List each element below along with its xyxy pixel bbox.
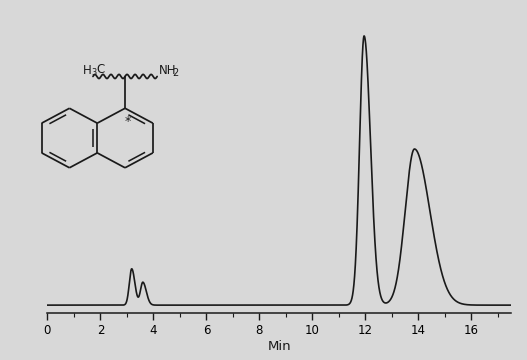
Text: NH: NH — [159, 64, 177, 77]
X-axis label: Min: Min — [268, 340, 291, 353]
Text: $_3$C: $_3$C — [91, 63, 106, 78]
Text: H: H — [82, 64, 91, 77]
Text: 2: 2 — [172, 68, 179, 78]
Text: *: * — [124, 115, 130, 128]
